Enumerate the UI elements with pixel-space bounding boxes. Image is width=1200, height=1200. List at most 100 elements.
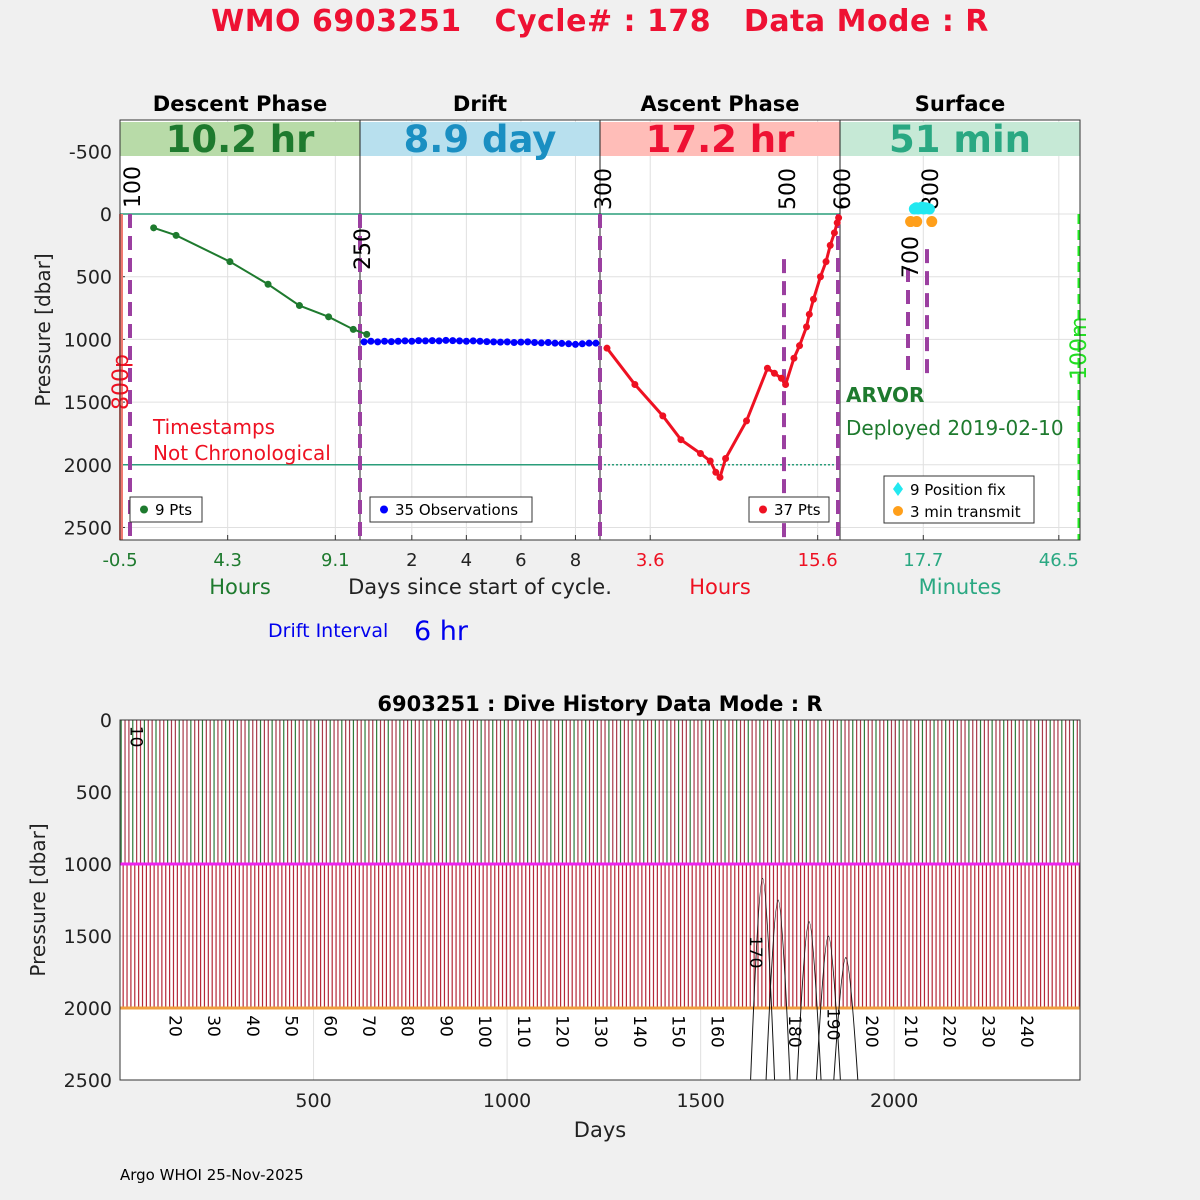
drift-data-point bbox=[551, 339, 559, 347]
drift-interval-value: 6 hr bbox=[414, 616, 469, 647]
descent-data-point bbox=[172, 231, 180, 239]
drift-legend-text: 35 Observations bbox=[395, 501, 518, 519]
dive-history-chart: 500 1000 1500 2000 0 500 1000 1500 2000 2500 69032… bbox=[26, 692, 1081, 1142]
cycle-label: 230 bbox=[977, 1015, 997, 1047]
transmit-point bbox=[926, 216, 938, 228]
history-plot-frame bbox=[119, 719, 1081, 1081]
x-axis-label: Hours bbox=[689, 575, 751, 599]
phase-duration: 51 min bbox=[889, 118, 1031, 161]
ascent-data-point bbox=[777, 374, 785, 382]
descent-data-point bbox=[226, 258, 234, 266]
transmit-swatch bbox=[893, 506, 903, 516]
deep-excursion-trace bbox=[796, 921, 822, 1081]
history-x-axis-label: Days bbox=[574, 1118, 626, 1142]
phase-duration-band bbox=[120, 122, 360, 156]
descent-legend-text: 9 Pts bbox=[155, 501, 192, 519]
drift-data-point bbox=[510, 339, 518, 347]
ascent-data-point bbox=[830, 229, 838, 237]
x-tick-label: -0.5 bbox=[102, 550, 137, 571]
drift-data-point bbox=[503, 338, 511, 346]
x-axis-label: Minutes bbox=[919, 575, 1002, 599]
phase-header: Surface bbox=[915, 92, 1005, 116]
cycle-label: 130 bbox=[590, 1015, 610, 1047]
y-axis-label: Pressure [dbar] bbox=[31, 253, 55, 406]
drift-data-point bbox=[476, 337, 484, 345]
ascent-data-point bbox=[803, 323, 811, 331]
ascent-data-point bbox=[835, 214, 843, 222]
ascent-data-point bbox=[770, 369, 778, 377]
ascent-data-point bbox=[659, 412, 667, 420]
drift-data-point bbox=[360, 338, 368, 346]
ascent-data-point bbox=[826, 241, 834, 249]
drift-data-point bbox=[381, 337, 389, 345]
history-y-tick-label: 2000 bbox=[64, 998, 112, 1020]
descent-data-point bbox=[363, 330, 371, 338]
drift-interval-label: Drift Interval bbox=[268, 620, 388, 642]
cycle-label: 80 bbox=[397, 1015, 417, 1037]
phase-duration: 10.2 hr bbox=[166, 118, 316, 161]
descent-data-point bbox=[150, 224, 158, 232]
ascent-data-point bbox=[822, 258, 830, 266]
drift-data-point bbox=[524, 338, 532, 346]
drift-data-point bbox=[517, 338, 525, 346]
cycle-label: 70 bbox=[358, 1015, 378, 1037]
cycle-label: 180 bbox=[784, 1015, 804, 1047]
ascent-data-point bbox=[696, 449, 704, 457]
x-tick-label: 4.3 bbox=[213, 550, 242, 571]
phase-header: Drift bbox=[453, 92, 507, 116]
x-axis-label: Hours bbox=[209, 575, 271, 599]
cycle-label: 140 bbox=[629, 1015, 649, 1047]
drift-data-point bbox=[544, 339, 552, 347]
cycle-label: 110 bbox=[513, 1015, 533, 1047]
descent-data-point bbox=[295, 302, 303, 310]
position-fix-swatch bbox=[893, 482, 903, 496]
ascent-data-point bbox=[816, 273, 824, 281]
descent-legend-swatch bbox=[140, 505, 148, 514]
history-y-tick-label: 1500 bbox=[64, 926, 112, 948]
cycle-label: 30 bbox=[203, 1015, 223, 1037]
position-fix-point bbox=[923, 203, 935, 215]
history-y-tick-label: 500 bbox=[76, 782, 112, 804]
position-fix-legend-text: 9 Position fix bbox=[910, 481, 1006, 499]
phase-duration: 17.2 hr bbox=[646, 118, 796, 161]
x-tick-label: 9.1 bbox=[321, 550, 350, 571]
ascent-data-point bbox=[706, 457, 714, 465]
deep-excursion-trace bbox=[765, 899, 791, 1081]
descent-profile-line bbox=[153, 226, 368, 336]
ascent-data-point bbox=[603, 344, 611, 352]
descent-data-point bbox=[264, 280, 272, 288]
cycle-label: 220 bbox=[939, 1015, 959, 1047]
y-tick-label: 1000 bbox=[64, 329, 112, 351]
event-marker-label: 100 bbox=[121, 166, 146, 208]
drift-data-point bbox=[469, 337, 477, 345]
phase-duration: 8.9 day bbox=[404, 118, 557, 161]
footer-credit: Argo WHOI 25-Nov-2025 bbox=[120, 1166, 304, 1184]
event-marker-label: 600 bbox=[831, 168, 856, 210]
cycle-label: 100 bbox=[474, 1015, 494, 1047]
history-x-tick-label: 1000 bbox=[483, 1090, 531, 1112]
y-tick-label: 1500 bbox=[64, 392, 112, 414]
descent-data-point bbox=[349, 325, 357, 333]
cycle-label: 120 bbox=[552, 1015, 572, 1047]
dive-profiles bbox=[120, 720, 1080, 1008]
drift-data-point bbox=[585, 339, 593, 347]
drift-data-point bbox=[462, 337, 470, 345]
drift-data-point bbox=[408, 337, 416, 345]
x-tick-label: 2 bbox=[406, 550, 417, 571]
ascent-legend-text: 37 Pts bbox=[774, 501, 821, 519]
cycle-label: 20 bbox=[164, 1015, 184, 1037]
cycle-label: 240 bbox=[1016, 1015, 1036, 1047]
history-y-tick-label: 1000 bbox=[64, 854, 112, 876]
timestamps-warning-line2: Not Chronological bbox=[153, 441, 331, 465]
cycle-label: 210 bbox=[900, 1015, 920, 1047]
drift-data-point bbox=[565, 340, 573, 348]
event-marker-label: 300 bbox=[592, 168, 617, 210]
drift-data-point bbox=[401, 337, 409, 345]
x-tick-label: 17.7 bbox=[903, 550, 943, 571]
y-tick-label: -500 bbox=[69, 141, 112, 163]
y-tick-label: 2000 bbox=[64, 455, 112, 477]
ascent-data-point bbox=[722, 455, 730, 463]
transmit-point bbox=[911, 216, 923, 228]
x-tick-label: 3.6 bbox=[636, 550, 665, 571]
